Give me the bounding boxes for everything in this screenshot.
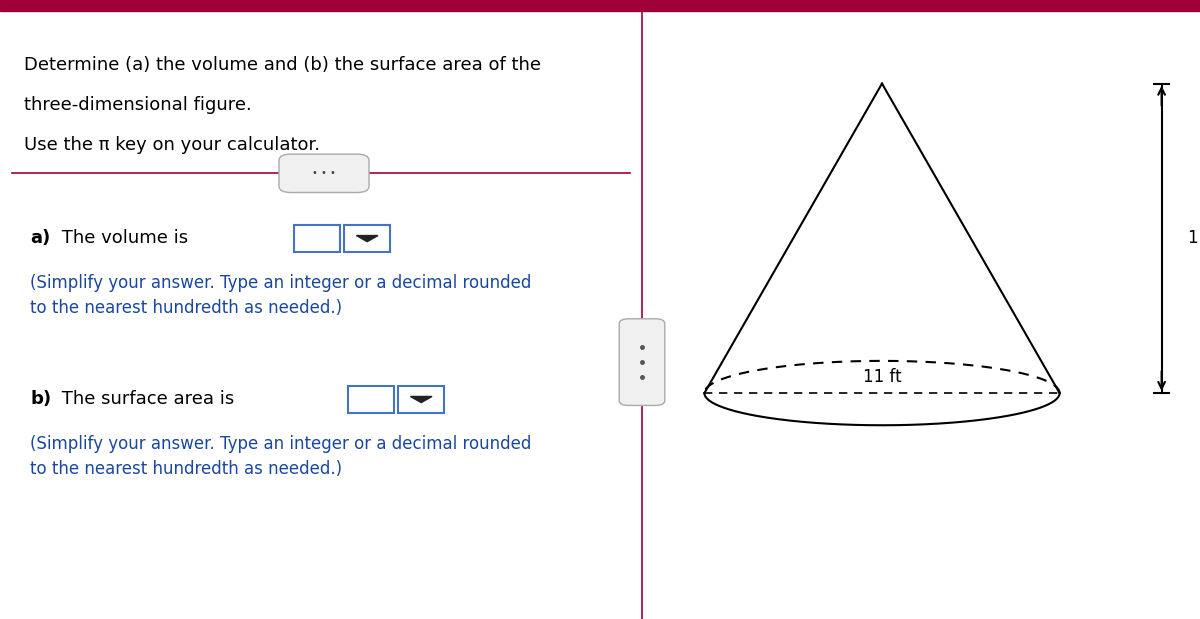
Bar bbox=[398, 386, 444, 413]
FancyBboxPatch shape bbox=[278, 154, 370, 193]
Text: Use the π key on your calculator.: Use the π key on your calculator. bbox=[24, 136, 320, 154]
Text: Determine (a) the volume and (b) the surface area of the: Determine (a) the volume and (b) the sur… bbox=[24, 56, 541, 74]
Text: The volume is: The volume is bbox=[56, 229, 188, 248]
Text: (Simplify your answer. Type an integer or a decimal rounded
to the nearest hundr: (Simplify your answer. Type an integer o… bbox=[30, 274, 532, 317]
Text: 11 ft: 11 ft bbox=[863, 368, 901, 386]
Text: The surface area is: The surface area is bbox=[56, 390, 235, 409]
Text: (Simplify your answer. Type an integer or a decimal rounded
to the nearest hundr: (Simplify your answer. Type an integer o… bbox=[30, 435, 532, 478]
Polygon shape bbox=[356, 236, 378, 241]
Bar bbox=[348, 386, 394, 413]
Polygon shape bbox=[410, 397, 432, 402]
Bar bbox=[344, 225, 390, 252]
Bar bbox=[294, 225, 340, 252]
Text: • • •: • • • bbox=[312, 168, 336, 178]
Text: 11 ft: 11 ft bbox=[1188, 229, 1200, 248]
Text: b): b) bbox=[30, 390, 52, 409]
Bar bbox=[0, 0, 1200, 11]
Text: a): a) bbox=[30, 229, 50, 248]
FancyBboxPatch shape bbox=[619, 319, 665, 405]
Text: three-dimensional figure.: three-dimensional figure. bbox=[24, 96, 252, 114]
